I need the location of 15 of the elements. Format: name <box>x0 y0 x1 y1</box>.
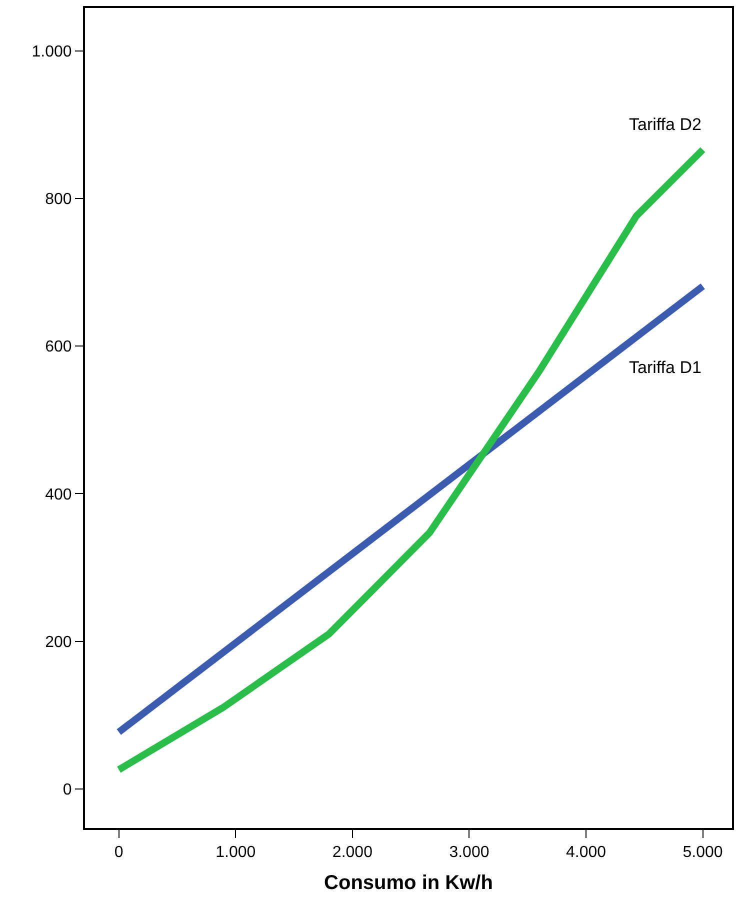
y-tick-label: 200 <box>45 634 72 651</box>
series-label: Tariffa D1 <box>629 358 702 377</box>
y-tick-label: 800 <box>45 191 72 208</box>
x-tick-label: 0 <box>114 844 124 862</box>
x-tick-label: 2.000 <box>332 844 373 862</box>
x-tick-label: 4.000 <box>566 844 606 862</box>
y-tick-label: 1.000 <box>32 43 72 60</box>
y-tick-label: 0 <box>62 781 72 798</box>
series-label: Tariffa D2 <box>629 115 702 134</box>
y-tick-label: 600 <box>45 338 72 356</box>
x-tick-label: 1.000 <box>216 844 256 862</box>
x-axis-title: Consumo in Kw/h <box>324 872 493 894</box>
x-tick-label: 5.000 <box>682 844 723 862</box>
x-tick-label: 3.000 <box>449 844 490 862</box>
y-tick-label: 400 <box>45 486 72 504</box>
